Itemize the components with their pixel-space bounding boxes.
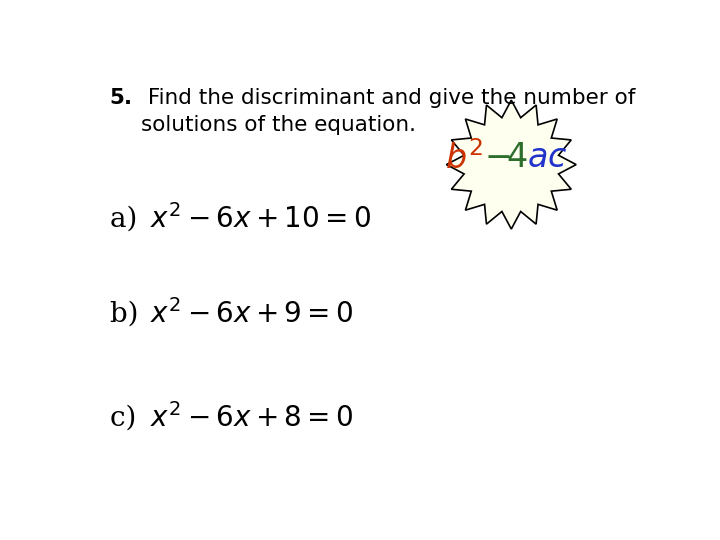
Text: $ac$: $ac$: [527, 143, 568, 174]
Text: $x^2-6x+9=0$: $x^2-6x+9=0$: [150, 299, 353, 329]
Polygon shape: [446, 100, 576, 229]
Text: Find the discriminant and give the number of
solutions of the equation.: Find the discriminant and give the numbe…: [141, 87, 636, 135]
Text: $x^2-6x+10=0$: $x^2-6x+10=0$: [150, 204, 371, 234]
Text: c): c): [109, 405, 145, 432]
Text: $-\!4$: $-\!4$: [484, 143, 528, 174]
Text: 5.: 5.: [109, 87, 132, 107]
Text: $b^2$: $b^2$: [445, 141, 483, 176]
Text: a): a): [109, 205, 145, 232]
Text: b): b): [109, 301, 147, 328]
Text: $x^2-6x+8=0$: $x^2-6x+8=0$: [150, 403, 353, 433]
